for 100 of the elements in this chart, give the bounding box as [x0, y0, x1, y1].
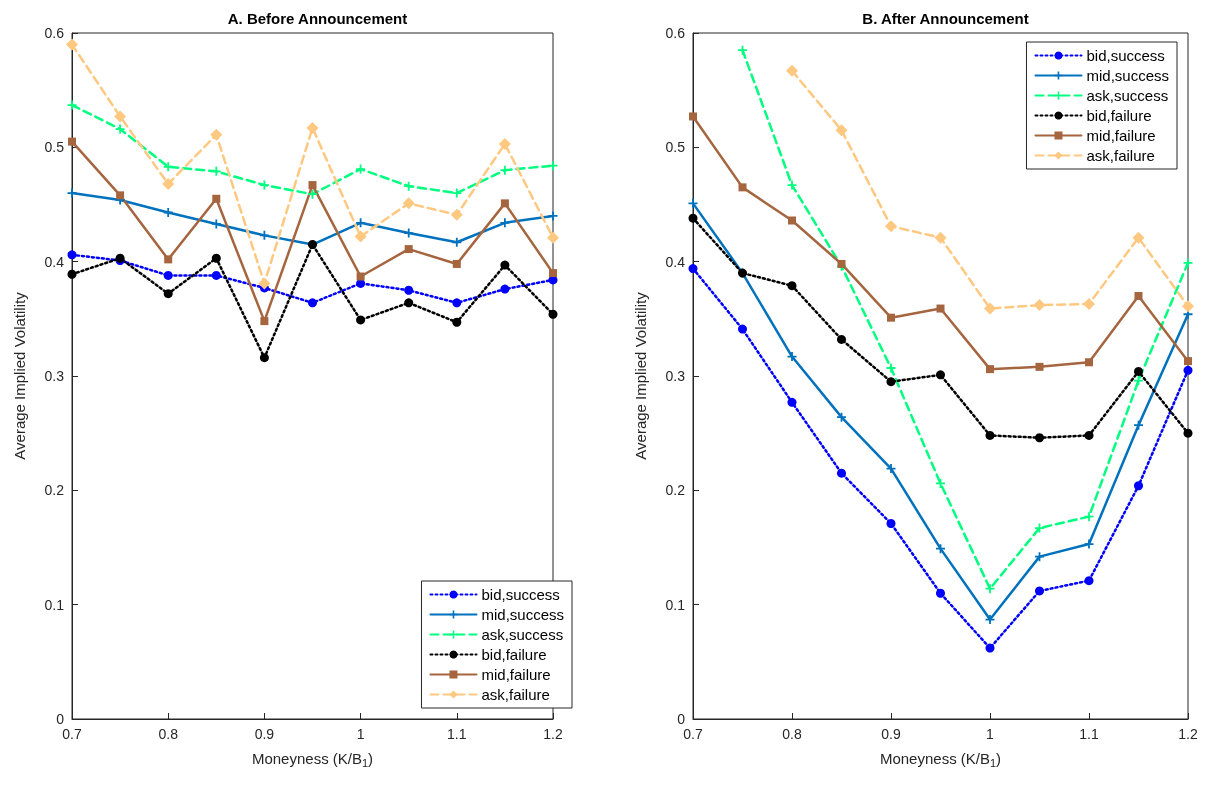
point: [356, 164, 366, 174]
point: [66, 38, 78, 51]
point: [114, 110, 127, 123]
y-tick-label: 0.1: [665, 596, 686, 613]
point: [404, 181, 414, 191]
point: [738, 183, 747, 192]
y-tick-label: 0.3: [665, 368, 686, 384]
point: [115, 124, 125, 134]
point: [212, 194, 221, 203]
x-tick-label: 0.9: [881, 726, 901, 742]
point: [936, 304, 945, 313]
point: [837, 468, 846, 478]
legend-label: ask,failure: [1086, 147, 1155, 164]
x-tick-label: 0.7: [683, 726, 703, 742]
point: [1083, 297, 1095, 310]
point: [1184, 357, 1192, 366]
x-tick-label: 0.8: [782, 726, 802, 742]
point: [404, 245, 413, 254]
point: [786, 64, 798, 77]
point: [1084, 430, 1094, 440]
point: [934, 231, 947, 244]
chart-title: B. After Announcement: [862, 10, 1029, 27]
y-tick-label: 0.2: [44, 482, 65, 499]
point: [500, 284, 510, 294]
point: [259, 180, 269, 190]
legend-label: bid,success: [1086, 47, 1165, 64]
point: [67, 188, 77, 198]
point: [1183, 258, 1193, 268]
point: [356, 315, 366, 325]
point: [688, 198, 698, 208]
y-tick-label: 0.5: [44, 139, 65, 156]
point: [887, 313, 895, 322]
point: [1134, 291, 1143, 300]
point: [67, 250, 77, 260]
x-tick-label: 0.7: [62, 726, 82, 742]
chart-title: A. Before Announcement: [227, 10, 408, 27]
point: [354, 230, 367, 243]
x-tick-label: 1.1: [447, 726, 467, 742]
point: [452, 237, 462, 247]
y-tick-label: 0.1: [44, 596, 65, 613]
point: [688, 264, 698, 274]
point: [498, 137, 511, 150]
point: [163, 270, 173, 280]
point: [308, 298, 317, 308]
y-tick-label: 0.4: [44, 253, 65, 270]
point: [688, 213, 698, 223]
point: [936, 370, 945, 380]
x-tick-label: 1: [986, 726, 995, 742]
point: [67, 100, 77, 110]
point: [402, 197, 415, 210]
point: [500, 218, 510, 228]
point: [1084, 512, 1094, 522]
point: [548, 161, 558, 171]
point: [787, 281, 797, 291]
y-axis-title: Average Implied Volatility: [632, 291, 649, 460]
point: [308, 181, 317, 190]
point: [1183, 365, 1193, 375]
point: [886, 377, 896, 387]
point: [68, 137, 76, 146]
point: [404, 285, 414, 295]
point: [787, 397, 797, 407]
point: [985, 584, 995, 594]
point: [548, 211, 558, 221]
point: [548, 309, 558, 319]
point: [210, 128, 223, 141]
point: [450, 208, 463, 221]
point: [260, 317, 269, 326]
y-tick-label: 0.3: [44, 368, 65, 384]
point: [452, 317, 462, 327]
point: [500, 260, 510, 270]
point: [835, 124, 848, 137]
point: [787, 180, 797, 190]
point: [404, 228, 414, 238]
point: [259, 353, 269, 363]
x-tick-label: 1.2: [543, 726, 563, 742]
x-tick-label: 1.1: [1079, 726, 1099, 742]
point: [985, 643, 995, 653]
y-tick-label: 0.2: [665, 482, 686, 499]
y-tick-label: 0.6: [44, 25, 65, 41]
point: [738, 324, 747, 334]
y-tick-label: 0: [677, 711, 686, 727]
point: [259, 230, 269, 240]
legend-label: ask,success: [481, 626, 564, 643]
y-tick-label: 0.5: [665, 139, 686, 156]
point: [1035, 433, 1044, 443]
legend-label: mid,success: [481, 606, 565, 623]
legend-label: ask,success: [1086, 87, 1169, 104]
point: [162, 177, 175, 190]
legend-label: mid,failure: [481, 666, 551, 683]
point: [886, 518, 896, 528]
y-axis-title: Average Implied Volatility: [11, 291, 28, 460]
point: [886, 464, 896, 474]
point: [306, 121, 319, 134]
point: [1132, 231, 1145, 244]
point: [211, 253, 221, 263]
point: [163, 162, 173, 172]
point: [258, 277, 271, 290]
legend-label: bid,success: [481, 586, 560, 603]
legend-label: mid,failure: [1086, 127, 1156, 144]
y-tick-label: 0: [56, 711, 65, 727]
